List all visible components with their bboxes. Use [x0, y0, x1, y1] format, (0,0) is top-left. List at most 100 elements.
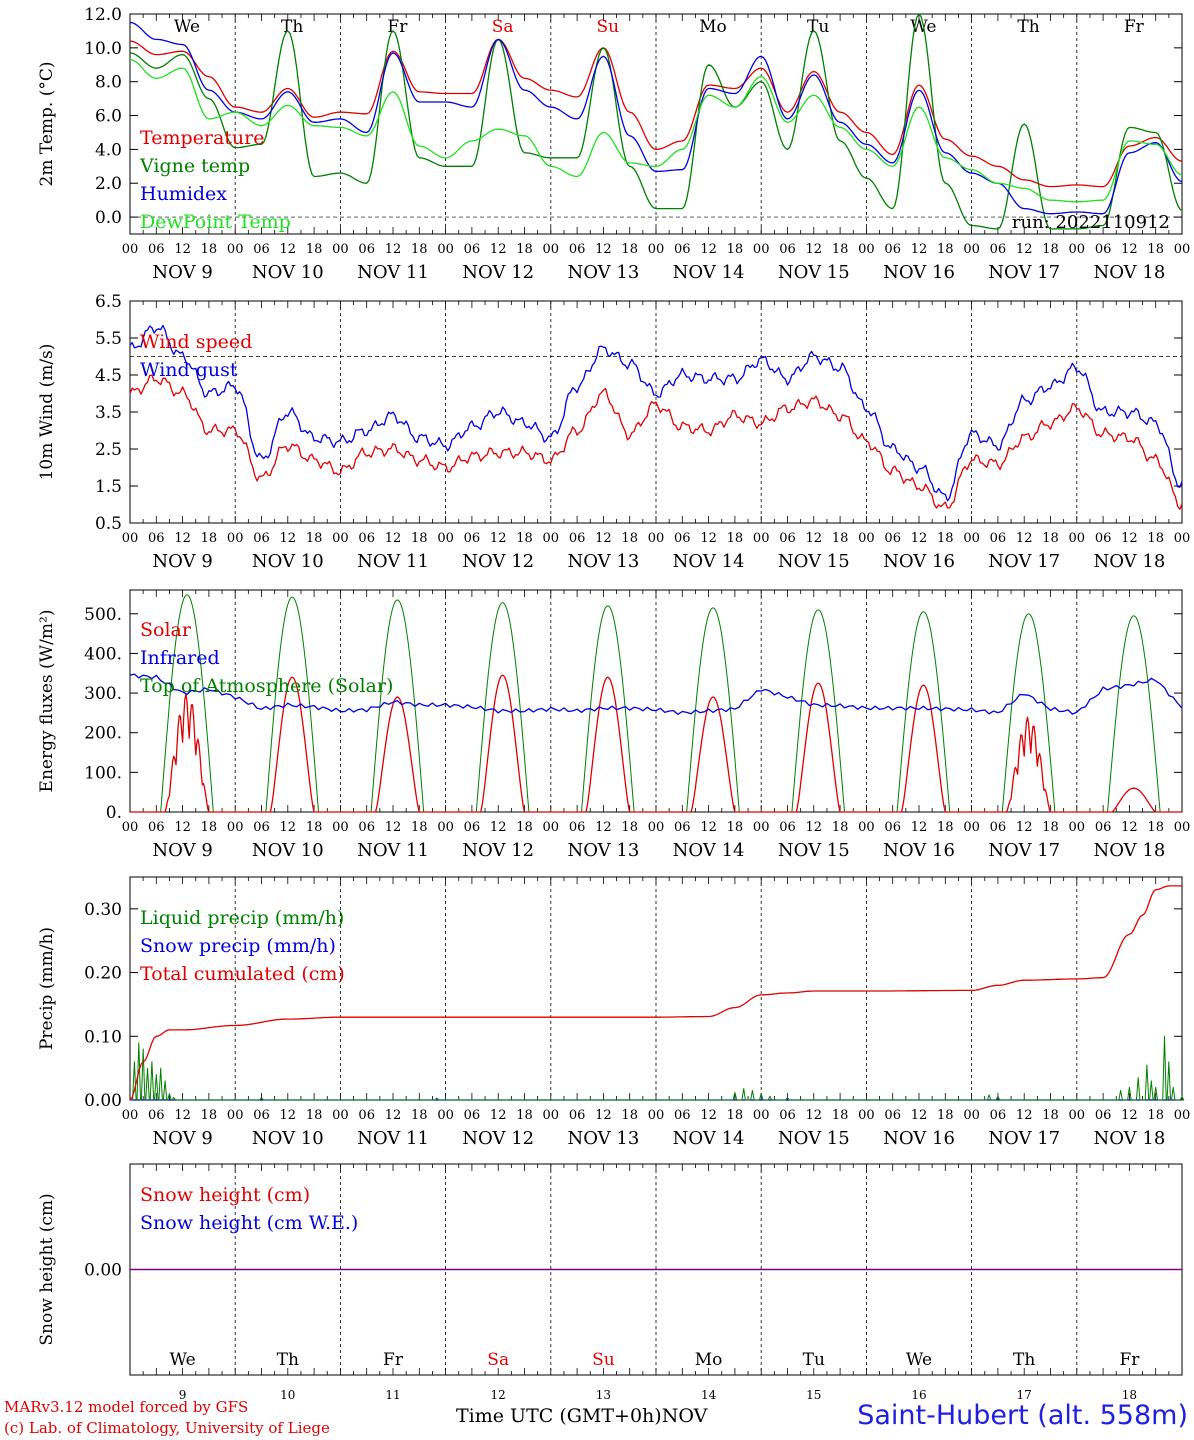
hour-tick-label: 18	[832, 820, 849, 835]
day-abbr-bottom: We	[906, 1350, 932, 1370]
hour-tick-label: 00	[648, 531, 665, 546]
hour-tick-label: 12	[385, 242, 402, 257]
hour-tick-label: 06	[990, 820, 1007, 835]
y-tick-label: 2.0	[95, 174, 122, 194]
hour-tick-label: 06	[253, 242, 270, 257]
hour-tick-label: 12	[911, 242, 928, 257]
hour-tick-label: 00	[963, 820, 980, 835]
hour-tick-label: 18	[832, 242, 849, 257]
day-number: 12	[491, 1388, 506, 1402]
hour-tick-label: 00	[332, 820, 349, 835]
hour-tick-label: 18	[727, 242, 744, 257]
date-label: NOV 10	[252, 262, 324, 283]
y-axis-label: Snow height (cm)	[37, 1193, 57, 1345]
hour-tick-label: 18	[621, 820, 638, 835]
hour-tick-label: 06	[779, 1108, 796, 1123]
hour-tick-label: 06	[1095, 531, 1112, 546]
hour-tick-label: 12	[490, 242, 507, 257]
date-label: NOV 10	[252, 551, 324, 572]
hour-tick-label: 18	[411, 1108, 428, 1123]
y-tick-label: 100.	[84, 763, 122, 783]
date-label: NOV 18	[1093, 1128, 1165, 1149]
y-tick-label: 500.	[84, 605, 122, 625]
date-label: NOV 9	[152, 840, 212, 861]
hour-tick-label: 00	[1174, 242, 1191, 257]
hour-tick-label: 12	[1016, 820, 1033, 835]
date-label: NOV 17	[988, 1128, 1060, 1149]
y-tick-label: 8.0	[95, 73, 122, 93]
day-number: 11	[385, 1388, 400, 1402]
hour-tick-label: 18	[937, 1108, 954, 1123]
series-line-wind-speed	[129, 374, 1183, 510]
hour-tick-label: 12	[174, 531, 191, 546]
hour-tick-label: 18	[306, 1108, 323, 1123]
hour-tick-label: 00	[227, 1108, 244, 1123]
hour-tick-label: 12	[911, 1108, 928, 1123]
legend-entry: Snow precip (mm/h)	[140, 935, 336, 957]
hour-tick-label: 12	[806, 531, 823, 546]
hour-tick-label: 06	[1095, 242, 1112, 257]
hour-tick-label: 06	[148, 242, 165, 257]
y-tick-label: 400.	[84, 644, 122, 664]
hour-tick-label: 06	[569, 820, 586, 835]
date-label: NOV 17	[988, 262, 1060, 283]
day-abbr-bottom: Sa	[487, 1350, 509, 1370]
hour-tick-label: 18	[1147, 531, 1164, 546]
hour-tick-label: 00	[648, 242, 665, 257]
hour-tick-label: 18	[937, 242, 954, 257]
time-axis-label: Time UTC (GMT+0h)	[456, 1405, 662, 1427]
hour-tick-label: 00	[858, 242, 875, 257]
panel-2: 6.5 5.5 4.5 3.5 2.5 1.5 0.5 10m Wind (m/s) 00 06 1…	[37, 292, 1190, 572]
date-label: NOV 10	[252, 1128, 324, 1149]
hour-tick-label: 00	[1174, 1108, 1191, 1123]
date-label: NOV 12	[462, 551, 534, 572]
hour-tick-label: 12	[700, 820, 717, 835]
hour-tick-label: 12	[490, 820, 507, 835]
date-label: NOV 13	[567, 551, 639, 572]
hour-tick-label: 00	[437, 1108, 454, 1123]
hour-tick-label: 00	[1174, 531, 1191, 546]
hour-tick-label: 00	[858, 531, 875, 546]
date-label: NOV 14	[673, 551, 745, 572]
hour-tick-label: 12	[595, 531, 612, 546]
hour-tick-label: 12	[174, 242, 191, 257]
hour-tick-label: 18	[1042, 820, 1059, 835]
hour-tick-label: 00	[753, 531, 770, 546]
panel-4: 0.30 0.20 0.10 0.00 Precip (mm/h) 00 06 12 18 NOV…	[37, 876, 1191, 1149]
hour-tick-label: 06	[464, 1108, 481, 1123]
day-abbr: Fr	[1124, 17, 1145, 37]
y-tick-label: 10.0	[84, 39, 122, 59]
date-label: NOV 15	[778, 262, 850, 283]
y-tick-label: 0.30	[84, 900, 122, 920]
series-line-liquid-precip	[130, 1035, 1185, 1101]
hour-tick-label: 12	[700, 242, 717, 257]
legend-entry: Wind gust	[140, 359, 238, 381]
hour-tick-label: 00	[963, 1108, 980, 1123]
day-number: 16	[911, 1388, 926, 1402]
y-tick-label: 0.20	[84, 964, 122, 984]
y-tick-label: 0.10	[84, 1027, 122, 1047]
hour-tick-label: 06	[990, 242, 1007, 257]
day-abbr: Tu	[807, 17, 829, 37]
hour-tick-label: 00	[332, 1108, 349, 1123]
legend-entry: Snow height (cm)	[140, 1184, 310, 1206]
y-tick-label: 0.0	[95, 208, 122, 228]
day-abbr: Mo	[699, 17, 727, 37]
hour-tick-label: 00	[1069, 242, 1086, 257]
hour-tick-label: 06	[990, 1108, 1007, 1123]
series-line-temperature	[129, 38, 1183, 188]
hour-tick-label: 12	[911, 820, 928, 835]
hour-tick-label: 18	[832, 1108, 849, 1123]
date-label: NOV 12	[462, 262, 534, 283]
hour-tick-label: 18	[201, 1108, 218, 1123]
hour-tick-label: 06	[253, 1108, 270, 1123]
hour-tick-label: 18	[306, 820, 323, 835]
series-line-vigne-temp	[129, 13, 1183, 230]
hour-tick-label: 00	[122, 1108, 139, 1123]
hour-tick-label: 06	[148, 1108, 165, 1123]
hour-tick-label: 00	[543, 242, 560, 257]
date-label: NOV 14	[673, 840, 745, 861]
y-axis-label: Precip (mm/h)	[37, 927, 57, 1050]
day-number: 18	[1122, 1388, 1137, 1402]
hour-tick-label: 06	[779, 242, 796, 257]
